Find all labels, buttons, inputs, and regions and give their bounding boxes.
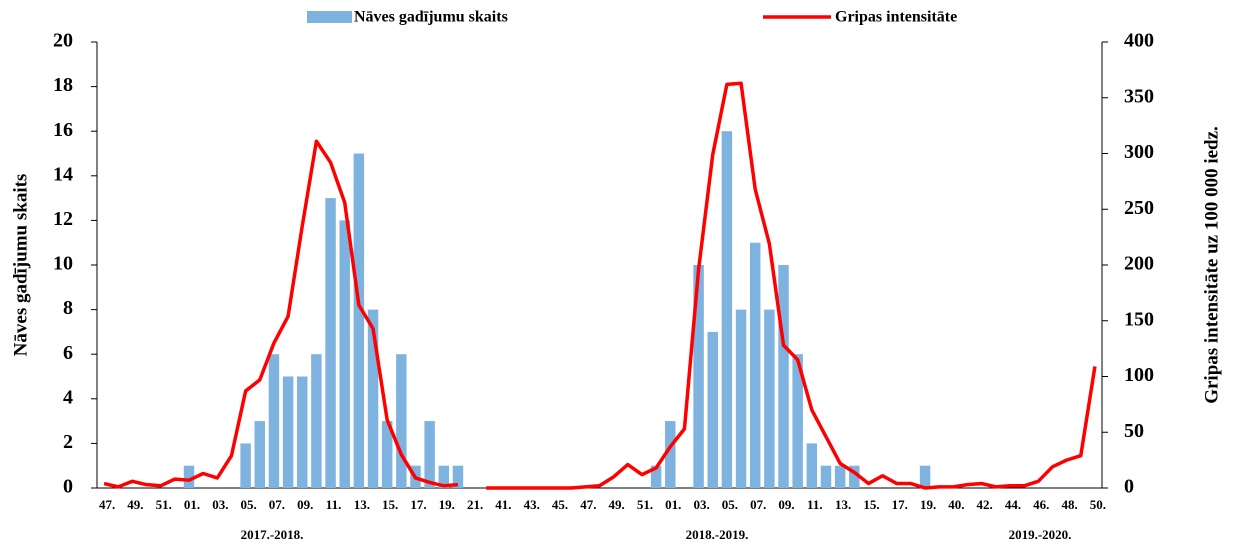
y-tick-label: 0 xyxy=(63,476,73,498)
bar xyxy=(381,421,393,488)
bar xyxy=(424,421,435,488)
y-tick-label: 16 xyxy=(53,119,73,141)
legend-label: Gripas intensitāte xyxy=(835,9,957,26)
legend-swatch xyxy=(307,11,352,23)
bar xyxy=(325,198,336,488)
bar xyxy=(367,309,379,488)
bar xyxy=(183,465,195,488)
bar xyxy=(268,354,280,488)
season-label: 2018.-2019. xyxy=(686,527,749,542)
bar xyxy=(721,131,733,488)
x-tick-label: 46. xyxy=(1033,497,1049,512)
x-tick-label: 47. xyxy=(580,497,596,512)
y2-tick-label: 0 xyxy=(1124,476,1134,498)
bar xyxy=(919,465,931,488)
x-tick-label: 05. xyxy=(241,497,257,512)
x-tick-label: 49. xyxy=(127,497,143,512)
x-tick-label: 11. xyxy=(326,497,342,512)
bar xyxy=(396,354,407,488)
y-tick-label: 4 xyxy=(63,386,73,408)
bar xyxy=(749,242,761,488)
line xyxy=(486,81,1097,490)
y2-axis-title: Gripas intensitāte uz 100 000 iedz. xyxy=(1201,126,1222,404)
y-tick-label: 20 xyxy=(53,30,73,52)
x-tick-label: 09. xyxy=(778,497,794,512)
season-label: 2017.-2018. xyxy=(241,527,304,542)
x-tick-label: 50. xyxy=(1090,497,1106,512)
bar xyxy=(764,309,775,488)
y-tick-label: 18 xyxy=(53,74,73,96)
x-tick-label: 44. xyxy=(1005,497,1021,512)
bar xyxy=(353,153,365,488)
bar xyxy=(254,421,266,488)
y-tick-label: 10 xyxy=(53,253,73,275)
x-tick-label: 51. xyxy=(156,497,172,512)
x-tick-label: 19. xyxy=(920,497,936,512)
x-tick-label: 13. xyxy=(354,497,370,512)
x-tick-label: 43. xyxy=(524,497,540,512)
y-tick-label: 2 xyxy=(63,431,73,453)
x-tick-label: 15. xyxy=(863,497,879,512)
bar xyxy=(240,443,251,488)
bar xyxy=(735,309,747,488)
x-tick-label: 01. xyxy=(665,497,681,512)
x-tick-label: 51. xyxy=(637,497,653,512)
bar xyxy=(297,376,308,488)
x-tick-label: 15. xyxy=(382,497,398,512)
bar xyxy=(665,421,676,488)
bar xyxy=(438,465,450,488)
x-tick-label: 03. xyxy=(693,497,709,512)
x-tick-label: 42. xyxy=(977,497,993,512)
y2-tick-label: 200 xyxy=(1124,253,1154,275)
season-label: 2019.-2020. xyxy=(1009,527,1072,542)
x-tick-label: 13. xyxy=(835,497,851,512)
x-tick-label: 07. xyxy=(750,497,766,512)
y2-tick-label: 400 xyxy=(1124,30,1154,52)
bar xyxy=(778,265,789,488)
x-tick-label: 19. xyxy=(439,497,455,512)
x-tick-label: 21. xyxy=(467,497,483,512)
x-tick-label: 01. xyxy=(184,497,200,512)
bar xyxy=(806,443,818,488)
y2-tick-label: 350 xyxy=(1124,85,1154,107)
bar xyxy=(792,354,803,488)
x-tick-label: 05. xyxy=(722,497,738,512)
y2-tick-label: 50 xyxy=(1124,420,1144,442)
x-tick-label: 11. xyxy=(807,497,823,512)
legend-label: Nāves gadījumu skaits xyxy=(354,9,508,26)
y2-tick-label: 100 xyxy=(1124,364,1154,386)
bar xyxy=(452,465,464,488)
x-tick-label: 17. xyxy=(892,497,908,512)
bar xyxy=(311,354,322,488)
y-tick-label: 14 xyxy=(53,163,73,185)
x-tick-label: 48. xyxy=(1061,497,1077,512)
y2-tick-label: 250 xyxy=(1124,197,1154,219)
x-tick-label: 07. xyxy=(269,497,285,512)
x-tick-label: 47. xyxy=(99,497,115,512)
y2-tick-label: 300 xyxy=(1124,141,1154,163)
bar xyxy=(707,331,718,488)
x-tick-label: 17. xyxy=(410,497,426,512)
y-tick-label: 6 xyxy=(63,342,73,364)
bar xyxy=(849,465,860,488)
x-tick-label: 45. xyxy=(552,497,568,512)
bar xyxy=(820,465,832,488)
y2-tick-label: 150 xyxy=(1124,308,1154,330)
y-tick-label: 8 xyxy=(63,297,73,319)
bar xyxy=(834,465,846,488)
x-tick-label: 03. xyxy=(212,497,228,512)
line xyxy=(103,139,459,489)
bar xyxy=(282,376,294,488)
x-tick-label: 41. xyxy=(495,497,511,512)
bar xyxy=(339,220,350,488)
bar xyxy=(650,465,662,488)
x-tick-label: 09. xyxy=(297,497,313,512)
x-tick-label: 40. xyxy=(948,497,964,512)
y-tick-label: 12 xyxy=(53,208,73,230)
y-axis-title: Nāves gadījumu skaits xyxy=(10,174,31,357)
bar xyxy=(693,265,704,488)
x-tick-label: 49. xyxy=(609,497,625,512)
